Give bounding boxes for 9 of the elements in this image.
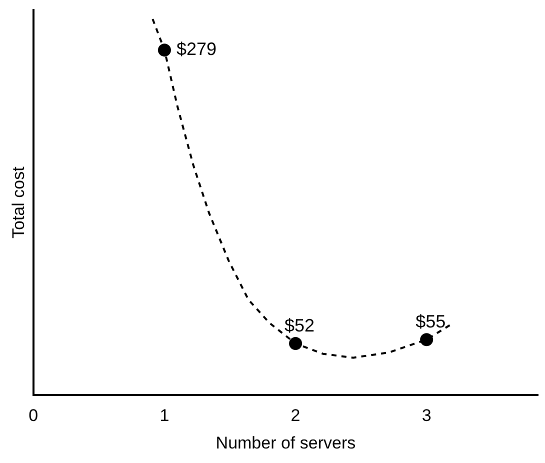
x-axis-title: Number of servers	[216, 433, 356, 452]
data-label: $279	[176, 39, 217, 60]
data-label: $55	[416, 312, 446, 332]
x-tick-label: 1	[160, 406, 170, 426]
x-tick-label: 0	[28, 406, 38, 426]
x-tick-label: 2	[290, 406, 300, 426]
x-tick-label: 3	[422, 406, 432, 426]
y-axis-title: Total cost	[8, 166, 28, 239]
data-label: $52	[284, 315, 315, 336]
